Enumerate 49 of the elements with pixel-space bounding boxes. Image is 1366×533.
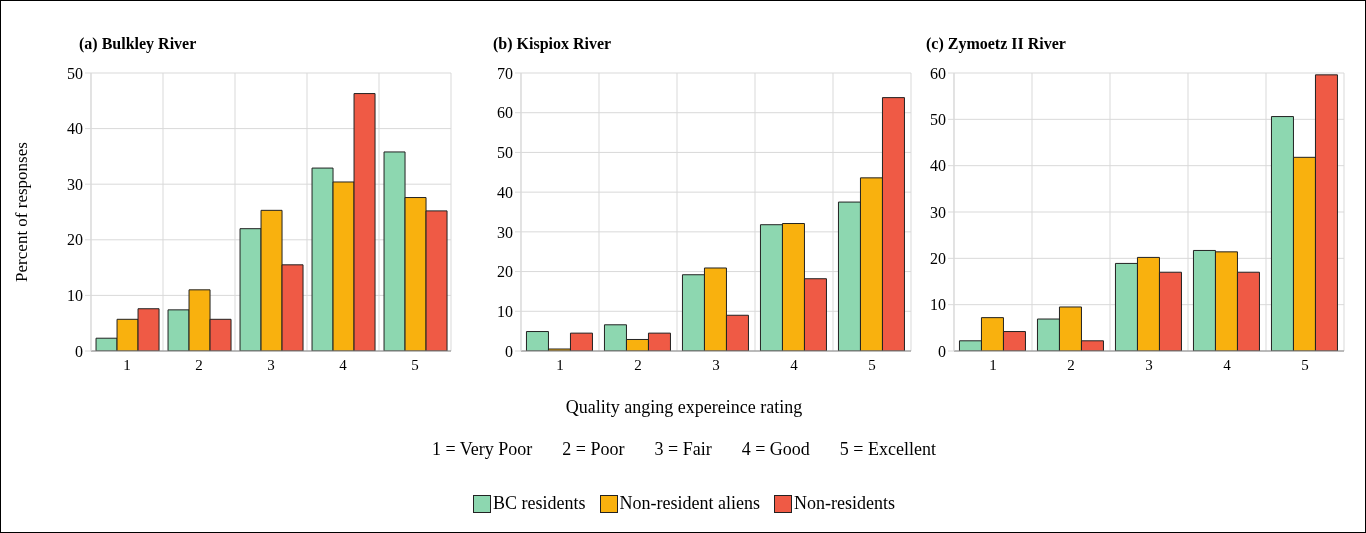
y-tick-label: 10 bbox=[67, 287, 83, 305]
text: 3 = Fair bbox=[654, 439, 712, 460]
y-tick-label: 50 bbox=[497, 144, 513, 162]
text: 4 = Good bbox=[741, 439, 810, 460]
y-tick-label: 40 bbox=[67, 120, 83, 138]
x-tick-label: 4 bbox=[339, 356, 348, 373]
legend-label: Non-resident aliens bbox=[619, 493, 760, 514]
x-tick-label: 3 bbox=[712, 356, 720, 373]
chart-title: (a) Bulkley River bbox=[79, 35, 197, 53]
x-tick-label: 5 bbox=[868, 356, 876, 373]
x-tick-label: 2 bbox=[195, 356, 203, 373]
x-tick-label: 5 bbox=[1301, 356, 1309, 373]
y-tick-label: 10 bbox=[930, 296, 946, 314]
text: 2 = Poor bbox=[562, 439, 625, 460]
y-tick-label: 30 bbox=[497, 223, 513, 241]
y-tick-label: 0 bbox=[75, 342, 83, 360]
y-tick-label: 60 bbox=[497, 104, 513, 122]
y-tick-label: 20 bbox=[67, 231, 83, 249]
y-tick-label: 30 bbox=[67, 175, 83, 193]
x-tick-label: 5 bbox=[411, 356, 419, 373]
x-axis-title: Quality anging expereince rating bbox=[564, 397, 804, 418]
legend-label: BC residents bbox=[493, 493, 586, 514]
y-tick-label: 20 bbox=[497, 263, 513, 281]
y-tick-label: 60 bbox=[930, 64, 946, 82]
y-tick-label: 50 bbox=[930, 111, 946, 129]
y-tick-label: 10 bbox=[497, 302, 513, 320]
text: 1 = Very Poor bbox=[432, 439, 533, 460]
x-tick-label: 3 bbox=[1145, 356, 1153, 373]
y-tick-label: 30 bbox=[930, 203, 946, 221]
x-tick-label: 1 bbox=[556, 356, 564, 373]
y-tick-label: 0 bbox=[938, 342, 946, 360]
y-axis-title: Percent of responses bbox=[12, 142, 32, 282]
x-tick-label: 2 bbox=[1067, 356, 1075, 373]
x-tick-label: 1 bbox=[989, 356, 997, 373]
y-tick-label: 20 bbox=[930, 250, 946, 268]
text: 5 = Excellent bbox=[839, 439, 936, 460]
y-tick-label: 40 bbox=[497, 183, 513, 201]
y-tick-label: 0 bbox=[505, 342, 513, 360]
chart-title: (c) Zymoetz II River bbox=[926, 35, 1066, 53]
x-tick-label: 4 bbox=[790, 356, 799, 373]
y-tick-label: 50 bbox=[67, 64, 83, 82]
x-tick-label: 3 bbox=[267, 356, 275, 373]
legend-label: Non-residents bbox=[793, 493, 895, 514]
chart-title: (b) Kispiox River bbox=[493, 35, 612, 53]
x-tick-label: 2 bbox=[634, 356, 642, 373]
x-tick-label: 4 bbox=[1223, 356, 1232, 373]
y-tick-label: 70 bbox=[497, 64, 513, 82]
x-tick-label: 1 bbox=[123, 356, 131, 373]
y-tick-label: 40 bbox=[930, 157, 946, 175]
